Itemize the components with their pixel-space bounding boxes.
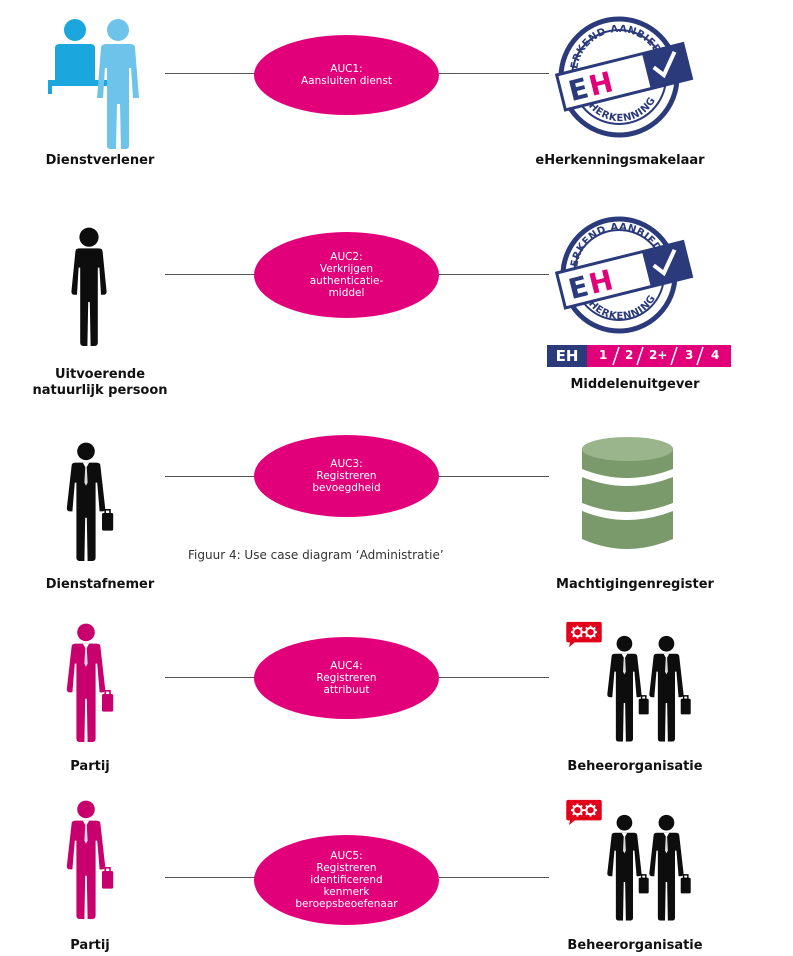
actor-label-line: Uitvoerende bbox=[54, 367, 146, 382]
business-person-magenta-icon bbox=[62, 618, 118, 746]
use-case-line: AUC2: bbox=[330, 251, 363, 263]
eherkenning-badge-icon: ERKEND AANBIEDER eHERKENNING E H bbox=[554, 16, 694, 138]
association-line-left bbox=[165, 73, 255, 74]
level-2: 2 bbox=[625, 348, 634, 362]
level-4: 4 bbox=[711, 348, 720, 362]
use-case-line: Registreren bbox=[316, 862, 377, 874]
use-case-auc1: AUC1: Aansluiten dienst bbox=[254, 35, 439, 115]
use-case-line: bevoegdheid bbox=[312, 482, 381, 494]
association-line-right bbox=[439, 877, 549, 878]
actor-label-dienstverlener: Dienstverlener bbox=[45, 153, 155, 168]
level-separators bbox=[612, 346, 704, 366]
use-case-line: AUC4: bbox=[330, 660, 363, 672]
actor-label-partij: Partij bbox=[70, 938, 110, 953]
actor-label-partij: Partij bbox=[70, 759, 110, 774]
association-line-right bbox=[439, 73, 549, 74]
actor-label-dienstafnemer: Dienstafnemer bbox=[45, 577, 155, 592]
organisation-gears-icon bbox=[565, 620, 695, 745]
level-bar-logo: EH bbox=[547, 345, 587, 367]
use-case-line: Registreren bbox=[316, 672, 377, 684]
association-line-right bbox=[439, 677, 549, 678]
association-line-right bbox=[439, 274, 549, 275]
actor-label-line: natuurlijk persoon bbox=[32, 383, 168, 398]
use-case-line: authenticatie- bbox=[309, 275, 384, 287]
association-line-left bbox=[165, 677, 255, 678]
business-person-magenta-icon bbox=[62, 790, 118, 928]
use-case-line: identificerend bbox=[310, 874, 383, 886]
association-line-left bbox=[165, 877, 255, 878]
level-bar-levels bbox=[587, 345, 731, 367]
actor-label-eherkenningsmakelaar: eHerkenningsmakelaar bbox=[535, 153, 705, 168]
actor-label-middelenuitgever: Middelenuitgever bbox=[570, 377, 700, 392]
level-3: 3 bbox=[685, 348, 694, 362]
actor-label-beheerorganisatie: Beheerorganisatie bbox=[567, 759, 703, 774]
actor-label-machtigingenregister: Machtigingenregister bbox=[556, 577, 714, 592]
association-line-left bbox=[165, 476, 255, 477]
eherkenning-level-bar: EH 1 2 2+ 3 4 bbox=[547, 345, 731, 367]
eherkenning-badge-icon: ERKEND AANBIEDER eHERKENNING E H bbox=[554, 216, 694, 334]
use-case-line: beroepsbeoefenaar bbox=[295, 898, 398, 910]
use-case-auc5: AUC5: Registreren identificerend kenmerk… bbox=[254, 835, 439, 925]
use-case-line: attribuut bbox=[323, 684, 370, 696]
use-case-line: middel bbox=[328, 287, 365, 299]
use-case-line: AUC5: bbox=[330, 850, 363, 862]
use-case-auc2: AUC2: Verkrijgen authenticatie- middel bbox=[254, 232, 439, 318]
use-case-line: AUC3: bbox=[330, 458, 363, 470]
level-1: 1 bbox=[599, 348, 608, 362]
actor-label-uitvoerende: Uitvoerende natuurlijk persoon bbox=[15, 367, 185, 399]
use-case-line: kenmerk bbox=[323, 886, 370, 898]
use-case-auc4: AUC4: Registreren attribuut bbox=[254, 637, 439, 719]
use-case-line: Verkrijgen bbox=[319, 263, 374, 275]
business-person-icon bbox=[62, 437, 118, 565]
association-line-right bbox=[439, 476, 549, 477]
level-2plus: 2+ bbox=[649, 348, 668, 362]
use-case-line: Aansluiten dienst bbox=[300, 75, 393, 87]
person-icon bbox=[65, 212, 113, 360]
desk-user-icon bbox=[48, 19, 139, 149]
use-case-line: Registreren bbox=[316, 470, 377, 482]
database-icon bbox=[582, 437, 673, 549]
association-line-left bbox=[165, 274, 255, 275]
use-case-line: AUC1: bbox=[330, 63, 363, 75]
organisation-gears-icon bbox=[565, 798, 695, 926]
use-case-auc3: AUC3: Registreren bevoegdheid bbox=[254, 435, 439, 517]
figure-caption: Figuur 4: Use case diagram ‘Administrati… bbox=[188, 548, 444, 562]
actor-label-beheerorganisatie: Beheerorganisatie bbox=[567, 938, 703, 953]
